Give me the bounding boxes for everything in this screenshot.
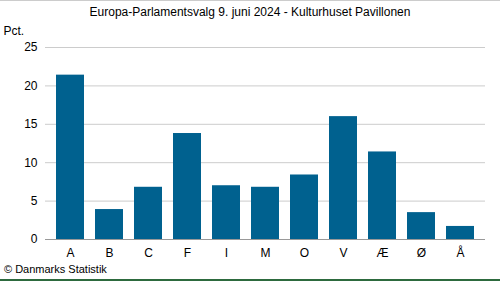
svg-text:Å: Å (456, 245, 464, 260)
svg-text:O: O (300, 246, 309, 260)
svg-text:Æ: Æ (377, 246, 389, 260)
svg-text:20: 20 (24, 79, 38, 93)
svg-text:V: V (339, 246, 347, 260)
svg-text:C: C (144, 246, 153, 260)
svg-text:10: 10 (24, 156, 38, 170)
svg-text:I: I (225, 246, 228, 260)
svg-text:Ø: Ø (417, 246, 426, 260)
html-text:© Danmarks Statistik: © Danmarks Statistik (4, 263, 107, 275)
svg-text:0: 0 (31, 232, 38, 246)
svg-text:5: 5 (31, 194, 38, 208)
svg-text:M: M (261, 246, 271, 260)
svg-text:F: F (184, 246, 191, 260)
svg-text:15: 15 (24, 117, 38, 131)
svg-text:Pct.: Pct. (4, 24, 25, 38)
html-text:Europa-Parlamentsvalg 9. juni: Europa-Parlamentsvalg 9. juni 2024 - Kul… (89, 5, 411, 19)
svg-text:B: B (105, 246, 113, 260)
svg-text:25: 25 (24, 40, 38, 54)
svg-text:A: A (66, 246, 74, 260)
